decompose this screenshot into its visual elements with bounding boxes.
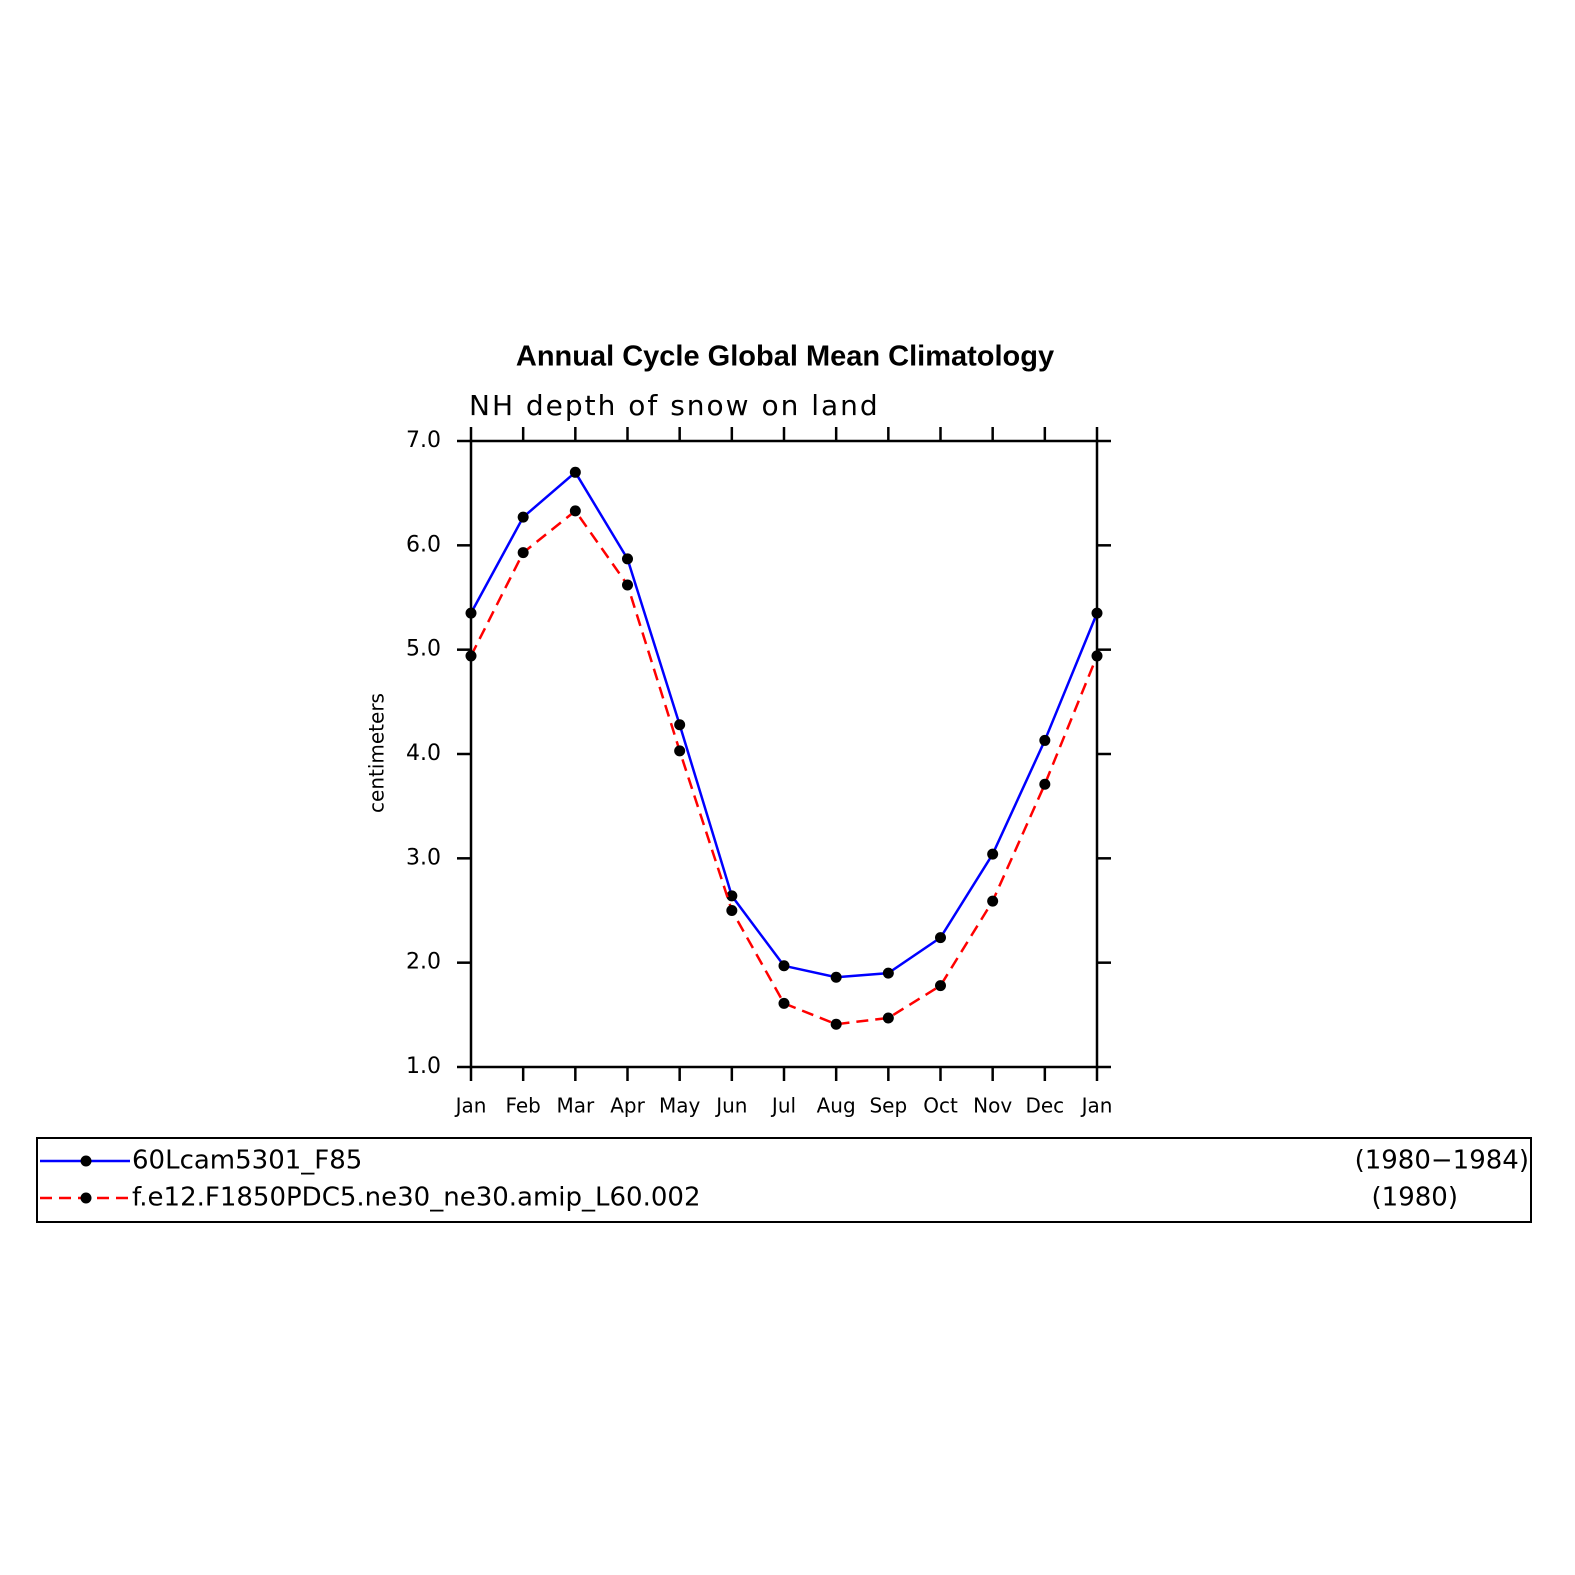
legend-period: (1980−1984) — [1355, 1146, 1529, 1176]
x-tick-label: Feb — [505, 1094, 540, 1118]
point — [726, 890, 738, 902]
point — [935, 980, 946, 992]
x-tick-label: Apr — [610, 1094, 645, 1118]
legend-box — [36, 1137, 1532, 1223]
point — [778, 960, 790, 972]
y-tick-label: 7.0 — [406, 428, 441, 453]
series-line — [469, 470, 1099, 979]
point — [569, 505, 581, 517]
point — [1039, 734, 1051, 746]
y-tick-label: 3.0 — [406, 845, 441, 870]
point — [987, 848, 999, 860]
legend-label: f.e12.F1850PDC5.ne30_ne30.amip_L60.002 — [132, 1183, 700, 1213]
y-tick-label: 5.0 — [406, 637, 441, 662]
legend-marker — [80, 1155, 92, 1167]
legend-label: 60Lcam5301_F85 — [132, 1146, 362, 1176]
point — [830, 971, 842, 983]
point — [465, 607, 477, 619]
y-tick-label: 1.0 — [406, 1054, 441, 1079]
legend-period: (1980) — [1372, 1183, 1458, 1213]
x-tick-label: Dec — [1025, 1094, 1064, 1118]
x-tick-label: Jun — [714, 1094, 747, 1118]
y-tick-label: 2.0 — [406, 950, 441, 975]
point — [830, 1018, 842, 1030]
x-tick-label: Aug — [817, 1094, 856, 1118]
x-tick-label: Jan — [454, 1094, 487, 1118]
point — [882, 967, 894, 979]
x-tick-label: Oct — [923, 1094, 958, 1118]
legend-marker — [80, 1192, 92, 1204]
chart-title: Annual Cycle Global Mean Climatology — [516, 341, 1054, 373]
point — [674, 745, 686, 757]
x-tick-label: Jan — [1080, 1094, 1113, 1118]
point — [778, 997, 790, 1009]
point — [622, 579, 633, 591]
point — [987, 895, 999, 907]
point — [882, 1012, 894, 1024]
y-tick-label: 6.0 — [406, 532, 441, 557]
x-tick-label: May — [659, 1094, 701, 1118]
x-tick-label: Nov — [973, 1094, 1012, 1118]
y-axis-label: centimeters — [365, 693, 389, 813]
point — [517, 511, 529, 523]
point — [569, 466, 581, 478]
chart-subtitle: NH depth of snow on land — [469, 389, 880, 422]
series-line — [469, 509, 1099, 1026]
point — [726, 905, 738, 916]
x-tick-label: Jul — [770, 1094, 796, 1118]
x-tick-label: Sep — [869, 1094, 907, 1118]
point — [674, 719, 686, 731]
y-tick-label: 4.0 — [406, 741, 441, 766]
x-tick-label: Mar — [556, 1094, 595, 1118]
plot-frame — [469, 439, 1099, 1069]
point — [517, 547, 529, 559]
point — [622, 553, 633, 565]
point — [1039, 778, 1051, 790]
point — [465, 650, 477, 662]
point — [1091, 650, 1103, 662]
point — [1091, 607, 1103, 619]
point — [935, 932, 946, 944]
